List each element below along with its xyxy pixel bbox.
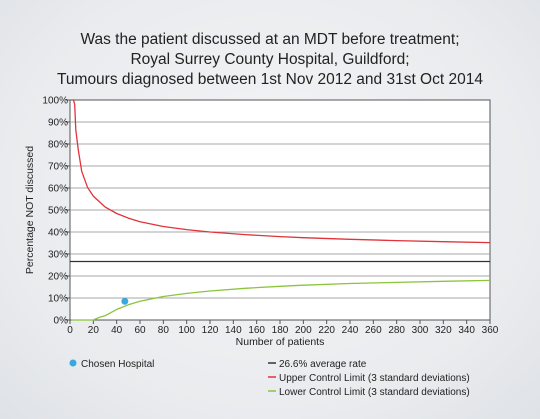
legend-lower-label: Lower Control Limit (3 standard deviatio… <box>279 387 470 398</box>
x-tick-label: 40 <box>111 325 123 336</box>
lower-control-limit-line <box>71 279 491 321</box>
upper-control-limit-line <box>71 99 491 244</box>
y-tick-label: 80% <box>48 140 68 151</box>
x-tick-label: 280 <box>388 325 405 336</box>
chosen-hospital-point <box>121 297 129 305</box>
grid-lines <box>70 121 490 299</box>
legend-chosen-hospital: Chosen Hospital <box>69 359 154 370</box>
x-axis-label: Number of patients <box>236 336 325 348</box>
title-line-3: Tumours diagnosed between 1st Nov 2012 a… <box>57 71 483 88</box>
chart-title: Was the patient discussed at an MDT befo… <box>0 30 540 90</box>
y-tick-label: 50% <box>48 206 68 217</box>
y-tick-label: 40% <box>48 228 68 239</box>
legend-average-rate: 26.6% average rate <box>268 359 367 370</box>
x-tick-label: 20 <box>88 325 100 336</box>
title-line-2: Royal Surrey County Hospital, Guildford; <box>130 51 410 68</box>
y-axis-label: Percentage NOT discussed <box>24 146 36 274</box>
x-axis-ticks: 0 20 40 60 80 100 120 140 160 180 200 220 240 260 280 3… <box>67 320 499 336</box>
x-tick-label: 260 <box>365 325 382 336</box>
legend-average-label: 26.6% average rate <box>279 359 367 370</box>
y-tick-label: 60% <box>48 184 68 195</box>
x-tick-label: 240 <box>342 325 359 336</box>
y-tick-label: 70% <box>48 162 68 173</box>
x-tick-label: 200 <box>295 325 312 336</box>
title-line-1: Was the patient discussed at an MDT befo… <box>80 31 460 48</box>
legend-chosen-label: Chosen Hospital <box>81 359 154 370</box>
y-tick-label: 10% <box>48 294 68 305</box>
x-tick-label: 80 <box>158 325 170 336</box>
x-tick-label: 0 <box>67 325 73 336</box>
y-axis-ticks: 0% 10% 20% 30% 40% 50% 60% 70% 80% 90% 100% <box>42 96 70 327</box>
y-tick-label: 30% <box>48 250 68 261</box>
x-tick-label: 360 <box>482 325 499 336</box>
legend-upper-limit: Upper Control Limit (3 standard deviatio… <box>268 373 470 384</box>
x-tick-label: 160 <box>248 325 265 336</box>
y-tick-label: 90% <box>48 118 68 129</box>
legend: Chosen Hospital 26.6% average rate Upper… <box>69 359 470 398</box>
x-tick-label: 220 <box>318 325 335 336</box>
y-tick-label: 0% <box>54 316 69 327</box>
x-tick-label: 300 <box>412 325 429 336</box>
x-tick-label: 320 <box>435 325 452 336</box>
legend-upper-label: Upper Control Limit (3 standard deviatio… <box>279 373 470 384</box>
x-tick-label: 100 <box>178 325 195 336</box>
x-tick-label: 120 <box>202 325 219 336</box>
x-tick-label: 60 <box>134 325 146 336</box>
legend-lower-limit: Lower Control Limit (3 standard deviatio… <box>268 387 470 398</box>
y-tick-label: 100% <box>42 96 68 107</box>
x-tick-label: 180 <box>272 325 289 336</box>
legend-chosen-marker <box>69 359 77 367</box>
chart-series <box>70 99 491 321</box>
x-tick-label: 140 <box>225 325 242 336</box>
x-tick-label: 340 <box>458 325 475 336</box>
y-tick-label: 20% <box>48 272 68 283</box>
